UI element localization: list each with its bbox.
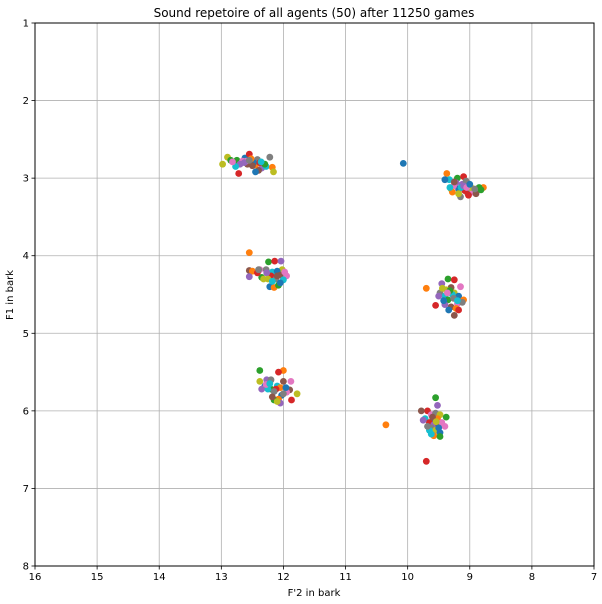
x-tick-label: 15 — [91, 572, 104, 583]
data-point — [432, 418, 440, 426]
x-axis-title: F'2 in bark — [288, 588, 341, 599]
data-point — [417, 407, 425, 415]
y-tick-label: 1 — [23, 19, 29, 30]
data-point — [455, 306, 462, 314]
x-tick-label: 13 — [215, 572, 228, 583]
data-point — [270, 168, 277, 176]
data-point — [266, 153, 274, 161]
data-point — [439, 284, 446, 292]
data-point — [256, 367, 264, 374]
data-point — [293, 390, 301, 398]
data-point — [471, 185, 479, 193]
data-point — [443, 170, 451, 177]
data-point — [441, 176, 449, 184]
x-tick-label: 11 — [339, 572, 352, 583]
data-point — [276, 279, 284, 287]
data-point — [450, 312, 458, 319]
data-point — [271, 257, 279, 265]
data-point — [245, 249, 253, 256]
data-point — [249, 162, 256, 170]
data-point — [280, 378, 287, 385]
data-point — [257, 158, 265, 166]
y-tick-label: 3 — [23, 174, 29, 185]
data-point — [256, 378, 264, 385]
data-point — [454, 297, 461, 305]
y-axis-ticks: 1 2 3 4 5 6 7 8 — [23, 19, 35, 573]
data-point — [442, 413, 450, 421]
x-tick-label: 10 — [401, 572, 414, 583]
y-tick-label: 6 — [23, 406, 29, 417]
data-point — [275, 368, 282, 376]
data-point — [265, 258, 272, 266]
data-point — [477, 186, 485, 194]
data-point — [465, 191, 472, 199]
data-point — [444, 275, 452, 283]
data-point — [427, 430, 435, 438]
data-point — [436, 433, 444, 440]
data-point — [444, 289, 451, 297]
data-point — [440, 297, 448, 305]
data-point — [280, 390, 287, 398]
data-point — [435, 424, 443, 432]
data-point — [235, 170, 243, 177]
y-tick-label: 2 — [23, 96, 29, 107]
data-point — [457, 283, 464, 291]
data-point — [466, 180, 474, 188]
data-point — [255, 266, 262, 274]
data-point — [422, 457, 430, 465]
data-point — [219, 160, 227, 168]
data-point — [277, 257, 285, 265]
data-point — [258, 385, 266, 393]
y-tick-label: 8 — [23, 562, 29, 573]
data-point — [424, 423, 431, 430]
plot-frame — [34, 22, 595, 567]
x-tick-label: 9 — [467, 572, 473, 583]
data-points — [219, 150, 487, 465]
data-point — [429, 413, 436, 421]
data-point — [288, 396, 295, 404]
data-point — [245, 156, 253, 164]
x-tick-label: 7 — [591, 572, 597, 583]
x-tick-label: 16 — [29, 572, 42, 583]
data-point — [263, 269, 271, 277]
data-point — [268, 277, 276, 285]
data-point — [252, 168, 259, 176]
data-point — [445, 306, 453, 314]
data-point — [432, 394, 439, 402]
data-point — [438, 419, 446, 426]
data-point — [287, 378, 295, 385]
data-point — [435, 292, 443, 300]
y-tick-label: 5 — [23, 329, 29, 340]
chart-title: Sound repetoire of all agents (50) after… — [154, 6, 475, 20]
data-point — [450, 178, 458, 186]
x-axis-ticks: 16 15 14 13 12 11 10 9 8 7 — [29, 566, 597, 583]
data-point — [382, 421, 390, 429]
y-axis-title: F1 in bark — [5, 270, 16, 320]
data-point — [266, 380, 274, 388]
data-point — [270, 388, 278, 395]
x-tick-label: 8 — [529, 572, 535, 583]
data-point — [455, 190, 462, 198]
y-tick-label: 4 — [23, 251, 29, 262]
data-point — [282, 384, 290, 391]
data-point — [432, 302, 439, 309]
data-point — [229, 158, 236, 166]
data-point — [434, 402, 441, 409]
data-point — [281, 268, 289, 276]
data-point — [268, 393, 276, 401]
data-point — [273, 272, 281, 280]
data-point — [450, 276, 458, 284]
data-point — [446, 184, 454, 191]
y-tick-label: 7 — [23, 484, 29, 495]
data-point — [273, 398, 281, 405]
x-tick-label: 14 — [153, 572, 166, 583]
data-point — [419, 416, 427, 424]
data-point — [245, 273, 253, 281]
data-point — [399, 160, 407, 167]
data-point — [422, 284, 430, 292]
x-tick-label: 12 — [277, 572, 290, 583]
